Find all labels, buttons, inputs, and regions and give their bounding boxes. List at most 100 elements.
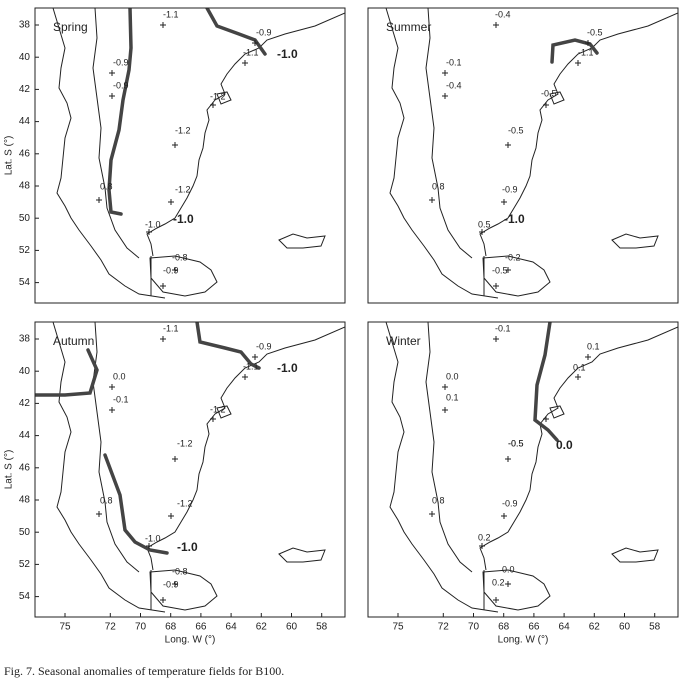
lat-tick-label: 44 xyxy=(19,430,31,441)
lat-tick-label: 48 xyxy=(19,495,31,506)
station-marker xyxy=(96,197,102,203)
station-marker xyxy=(168,199,174,205)
map-panel: Summer -0.4 -0.5 -1.1 -0.1 -0.4 -0.5 -0.5 0.8 -0.… xyxy=(367,7,679,304)
station-marker xyxy=(96,511,102,517)
coastline xyxy=(52,8,345,299)
station-value: 0.8 xyxy=(100,181,113,191)
station-marker xyxy=(146,543,152,549)
station-marker xyxy=(442,70,448,76)
lon-tick-label: 64 xyxy=(226,622,238,633)
station-value: 0.8 xyxy=(100,495,113,505)
station-marker xyxy=(172,581,178,587)
station-marker xyxy=(585,354,591,360)
station-value: 0.2 xyxy=(492,577,505,587)
station-value: -1.2 xyxy=(177,438,193,448)
map-content xyxy=(35,322,345,613)
station-marker xyxy=(172,142,178,148)
station-value: -0.9 xyxy=(502,184,518,194)
station-value: -0.5 xyxy=(587,27,603,37)
lat-tick-label: 44 xyxy=(19,116,31,127)
lat-tick-label: 54 xyxy=(19,277,31,288)
map-content xyxy=(52,8,345,299)
station-value: 0.8 xyxy=(432,181,445,191)
lat-tick-label: 40 xyxy=(19,366,31,377)
station-value: -0.9 xyxy=(163,579,179,589)
station-marker xyxy=(252,354,258,360)
contour-label: 0.0 xyxy=(556,438,573,452)
lat-tick-label: 46 xyxy=(19,462,31,473)
station-marker xyxy=(479,229,485,235)
station-value: -0.1 xyxy=(113,394,129,404)
contour-label: -1.0 xyxy=(504,212,525,226)
lon-tick-label: 75 xyxy=(392,622,404,633)
coastline xyxy=(385,8,678,299)
contour-line xyxy=(103,453,169,555)
station-value: -0.9 xyxy=(113,80,129,90)
lat-tick-label: 46 xyxy=(19,148,31,159)
station-value: -1.0 xyxy=(145,533,161,543)
station-value: 0.1 xyxy=(446,392,459,402)
lat-tick-label: 50 xyxy=(19,527,31,538)
lon-axis-label: Long. W (°) xyxy=(498,635,549,646)
lon-tick-label: 75 xyxy=(59,622,71,633)
station-value: 0.2 xyxy=(478,532,491,542)
station-marker xyxy=(479,543,485,549)
station-value: -0.5 xyxy=(508,438,524,448)
station-marker xyxy=(493,597,499,603)
station-value: 0.1 xyxy=(573,362,586,372)
station-value: -1.2 xyxy=(210,404,226,414)
station-value: -0.4 xyxy=(495,9,511,19)
station-marker xyxy=(429,511,435,517)
lon-axis-label: Long. W (°) xyxy=(165,635,216,646)
station-marker xyxy=(109,70,115,76)
panels: Spring -1.1 -0.9 -1.1 -0.9 -0.9 -1.2 -1.2 0.8 -1.… xyxy=(4,7,679,646)
station-marker xyxy=(146,229,152,235)
panel-title: Spring xyxy=(53,20,88,34)
station-value: -1.2 xyxy=(175,125,191,135)
station-marker xyxy=(168,513,174,519)
contour-label: -1.0 xyxy=(277,361,298,375)
lon-tick-label: 66 xyxy=(528,622,540,633)
map-content xyxy=(385,322,678,613)
lon-tick-label: 70 xyxy=(468,622,480,633)
lon-tick-label: 60 xyxy=(286,622,298,633)
station-marker xyxy=(442,384,448,390)
lat-tick-label: 52 xyxy=(19,559,31,570)
station-value: 0.0 xyxy=(113,371,126,381)
lon-tick-label: 58 xyxy=(316,622,328,633)
station-value: -0.5 xyxy=(508,438,524,448)
lat-tick-label: 42 xyxy=(19,398,31,409)
panel-frame xyxy=(34,7,346,304)
station-value: -0.9 xyxy=(502,498,518,508)
station-marker xyxy=(442,407,448,413)
contour-line xyxy=(533,322,559,442)
contour-line xyxy=(550,38,599,64)
station-marker xyxy=(242,60,248,66)
panel-frame xyxy=(367,321,679,618)
lon-tick-label: 64 xyxy=(559,622,571,633)
contour-line xyxy=(35,348,99,397)
station-value: -1.2 xyxy=(175,184,191,194)
lon-tick-label: 62 xyxy=(256,622,268,633)
station-marker xyxy=(501,199,507,205)
station-value: -1.1 xyxy=(243,47,259,57)
station-value: -1.2 xyxy=(210,91,226,101)
station-value: -0.4 xyxy=(446,80,462,90)
lon-tick-label: 62 xyxy=(589,622,601,633)
panel-title: Summer xyxy=(386,20,431,34)
station-marker xyxy=(501,513,507,519)
station-value: -0.9 xyxy=(256,341,272,351)
station-marker xyxy=(585,40,591,46)
station-marker xyxy=(575,60,581,66)
lat-tick-label: 38 xyxy=(19,20,31,31)
station-value: -1.2 xyxy=(177,498,193,508)
lon-tick-label: 72 xyxy=(105,622,117,633)
station-marker xyxy=(493,283,499,289)
station-value: -0.5 xyxy=(508,125,524,135)
station-value: -1.1 xyxy=(243,361,259,371)
station-value: 0.0 xyxy=(502,564,515,574)
lon-tick-label: 72 xyxy=(438,622,450,633)
map-panel: Spring -1.1 -0.9 -1.1 -0.9 -0.9 -1.2 -1.2 0.8 -1.… xyxy=(4,7,346,304)
station-value: -1.1 xyxy=(163,323,179,333)
